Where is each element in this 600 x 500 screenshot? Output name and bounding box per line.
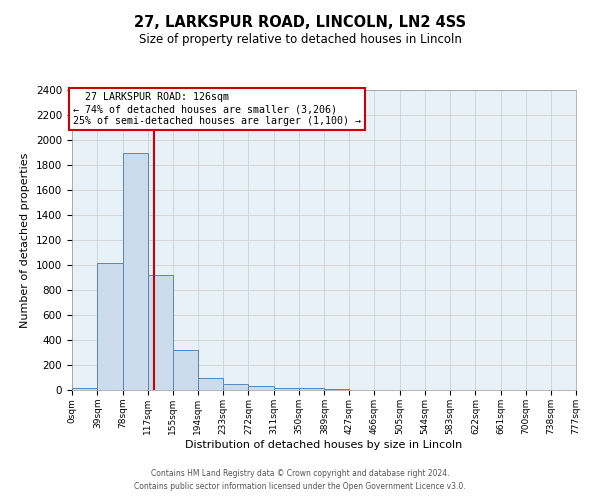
Bar: [122, 152, 148, 390]
Bar: [72, 388, 97, 390]
Text: Size of property relative to detached houses in Lincoln: Size of property relative to detached ho…: [139, 32, 461, 46]
Bar: [198, 378, 223, 390]
Text: 27 LARKSPUR ROAD: 126sqm
← 74% of detached houses are smaller (3,206)
25% of sem: 27 LARKSPUR ROAD: 126sqm ← 74% of detach…: [73, 92, 361, 126]
Bar: [223, 384, 248, 390]
Bar: [325, 389, 349, 390]
Bar: [173, 350, 198, 390]
X-axis label: Distribution of detached houses by size in Lincoln: Distribution of detached houses by size …: [185, 440, 463, 450]
Bar: [299, 388, 325, 390]
Y-axis label: Number of detached properties: Number of detached properties: [20, 152, 31, 328]
Text: 27, LARKSPUR ROAD, LINCOLN, LN2 4SS: 27, LARKSPUR ROAD, LINCOLN, LN2 4SS: [134, 15, 466, 30]
Text: Contains public sector information licensed under the Open Government Licence v3: Contains public sector information licen…: [134, 482, 466, 491]
Bar: [274, 388, 299, 390]
Bar: [248, 386, 274, 390]
Bar: [148, 275, 173, 390]
Text: Contains HM Land Registry data © Crown copyright and database right 2024.: Contains HM Land Registry data © Crown c…: [151, 468, 449, 477]
Bar: [97, 262, 122, 390]
